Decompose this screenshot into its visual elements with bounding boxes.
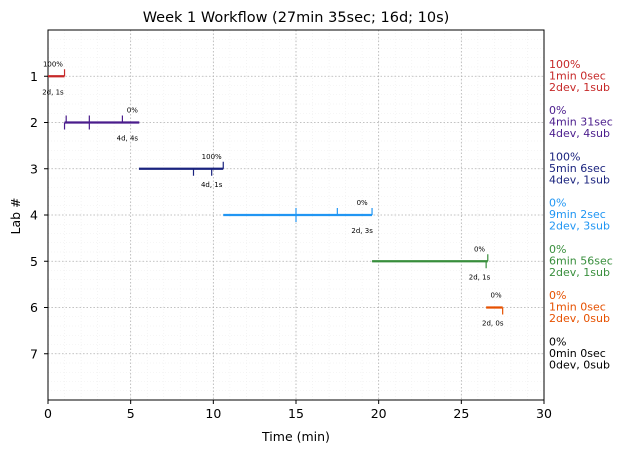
x-tick-label: 0 [44, 406, 52, 421]
completion-label-lab-2: 0% [127, 107, 138, 115]
side-summary-lab-7-line-1: 0% [549, 335, 566, 348]
y-tick-label: 4 [30, 208, 38, 223]
side-summary-lab-2-line-1: 0% [549, 104, 566, 117]
count-label-lab-2: 4d, 4s [117, 135, 139, 143]
side-summary-lab-7-line-3: 0dev, 0sub [549, 358, 610, 371]
side-summary-lab-5-line-1: 0% [549, 243, 566, 256]
y-tick-label: 7 [30, 346, 38, 361]
y-axis-label: Lab # [8, 197, 23, 234]
y-tick-label: 6 [30, 300, 38, 315]
completion-label-lab-1: 100% [43, 60, 63, 68]
count-label-lab-6: 2d, 0s [482, 320, 504, 328]
side-summary-lab-3-line-3: 4dev, 1sub [549, 173, 610, 186]
side-summary-lab-5-line-2: 6min 56sec [549, 254, 613, 267]
side-summary-lab-6-line-2: 1min 0sec [549, 301, 606, 314]
completion-label-lab-6: 0% [490, 292, 501, 300]
side-summary-lab-1-line-1: 100% [549, 58, 580, 71]
side-summary-lab-1-line-3: 2dev, 1sub [549, 81, 610, 94]
completion-label-lab-5: 0% [474, 245, 485, 253]
side-summary-lab-1-line-2: 1min 0sec [549, 69, 606, 82]
x-tick-label: 20 [371, 406, 387, 421]
count-label-lab-3: 4d, 1s [201, 181, 223, 189]
y-tick-label: 1 [30, 69, 38, 84]
count-label-lab-5: 2d, 1s [469, 273, 491, 281]
completion-label-lab-4: 0% [357, 199, 368, 207]
chart-title: Week 1 Workflow (27min 35sec; 16d; 10s) [143, 10, 450, 26]
x-axis-label: Time (min) [261, 429, 330, 444]
side-summary-lab-4-line-3: 2dev, 3sub [549, 220, 610, 233]
side-summary-lab-2-line-3: 4dev, 4sub [549, 127, 610, 140]
y-tick-label: 3 [30, 161, 38, 176]
x-tick-label: 5 [127, 406, 135, 421]
side-summary-lab-2-line-2: 4min 31sec [549, 116, 613, 129]
x-tick-label: 10 [205, 406, 221, 421]
count-label-lab-1: 2d, 1s [42, 88, 64, 96]
x-tick-label: 25 [453, 406, 469, 421]
side-summary-lab-4-line-2: 9min 2sec [549, 208, 606, 221]
x-axis: 0 5 10 15 20 25 30 [44, 400, 552, 421]
y-tick-label: 5 [30, 254, 38, 269]
side-summary-lab-7-line-2: 0min 0sec [549, 347, 606, 360]
side-summary-lab-6-line-1: 0% [549, 289, 566, 302]
completion-label-lab-3: 100% [202, 153, 222, 161]
y-axis: 1 2 3 4 5 6 7 [30, 69, 48, 361]
side-summary-lab-5-line-3: 2dev, 1sub [549, 266, 610, 279]
count-label-lab-4: 2d, 3s [351, 227, 373, 235]
x-tick-label: 30 [536, 406, 552, 421]
y-tick-label: 2 [30, 115, 38, 130]
side-summary-lab-6-line-3: 2dev, 0sub [549, 312, 610, 325]
side-summary-lab-4-line-1: 0% [549, 197, 566, 210]
x-tick-label: 15 [288, 406, 304, 421]
side-summary-lab-3-line-1: 100% [549, 150, 580, 163]
side-summary-lab-3-line-2: 5min 6sec [549, 162, 606, 175]
series-layer: 100% 2d, 1s 0% 4d, 4s 100% 4d, 1s 0% 2d, 3s 0% 2d… [42, 60, 504, 327]
